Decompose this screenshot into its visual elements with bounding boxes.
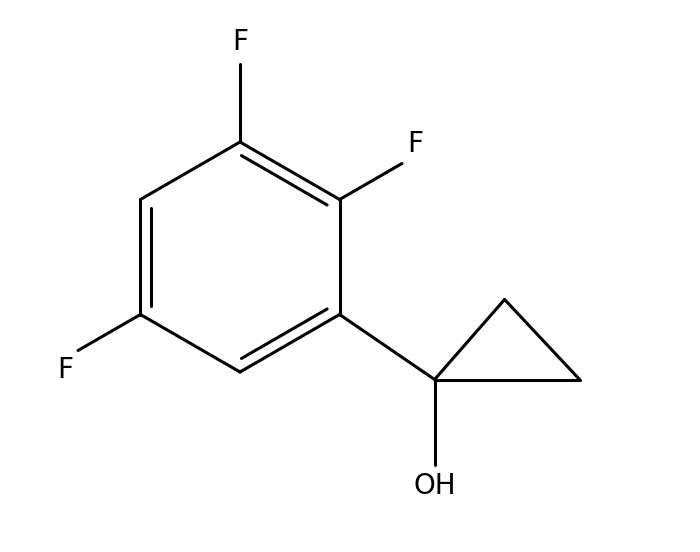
Text: F: F — [232, 28, 248, 56]
Text: F: F — [407, 130, 423, 158]
Text: F: F — [57, 355, 73, 384]
Text: OH: OH — [413, 473, 456, 501]
